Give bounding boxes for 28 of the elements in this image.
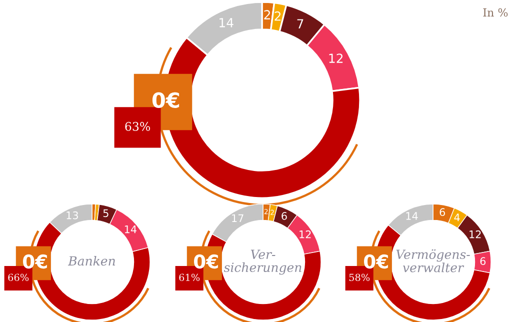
data-label: 14 [124, 225, 136, 234]
data-label: 4 [454, 214, 460, 222]
text: In % [483, 8, 508, 17]
data-label: 58% [349, 274, 370, 282]
data-label: 6 [440, 208, 446, 216]
data-label: 5 [103, 209, 108, 218]
text: 0€ [23, 254, 47, 269]
text: Ver- sicherungen [224, 250, 302, 275]
data-label: 2 [264, 10, 270, 20]
data-label: 14 [406, 212, 418, 220]
data-label: 6 [480, 257, 486, 266]
data-label: 13 [66, 211, 78, 220]
data-label: 17 [232, 214, 244, 222]
text: Vermögens- verwalter [396, 249, 470, 272]
data-label: 14 [220, 18, 234, 28]
data-label: 7 [297, 19, 304, 28]
data-label: 12 [329, 54, 343, 63]
text: 0€ [364, 254, 388, 269]
data-label: 2 [274, 11, 281, 21]
text: 0€ [194, 254, 218, 269]
data-label: 12 [470, 230, 481, 238]
data-label: 6 [282, 212, 287, 220]
text: Banken [68, 256, 115, 266]
data-label: 63% [125, 122, 150, 131]
text: 0€ [152, 92, 180, 108]
data-label: 12 [300, 230, 311, 238]
data-label: 66% [8, 274, 29, 282]
data-label: 61% [179, 274, 200, 282]
